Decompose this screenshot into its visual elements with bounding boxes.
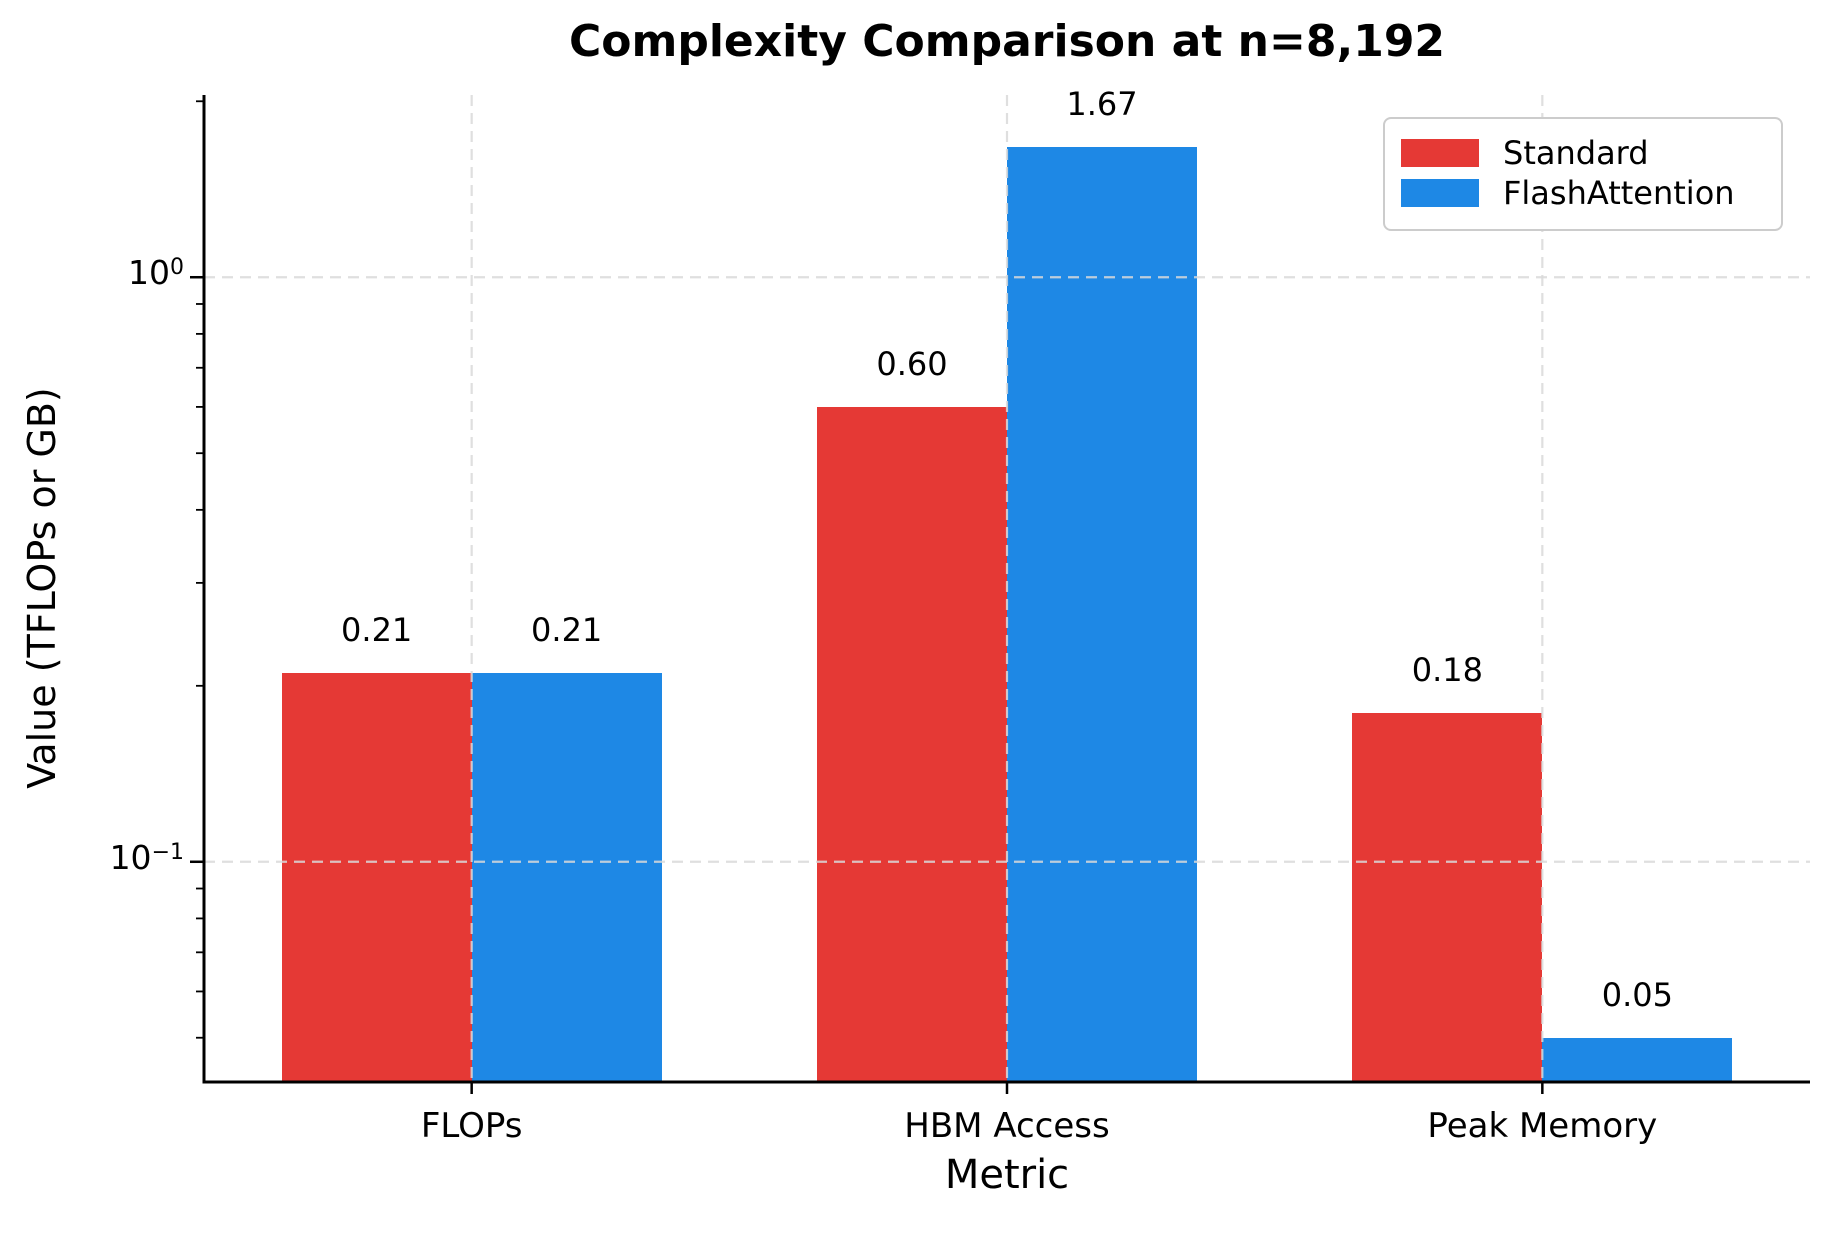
x-axis-label: Metric — [944, 1152, 1070, 1198]
value-label-standard-peak-memory: 0.18 — [1411, 650, 1483, 689]
legend-swatch-standard — [1401, 139, 1479, 167]
y-axis-label: Value (TFLOPs or GB) — [20, 387, 64, 789]
legend-label-standard: Standard — [1503, 134, 1649, 172]
y-tick-label-10e0: 100 — [128, 253, 184, 293]
value-label-standard-hbm-access: 0.60 — [876, 344, 948, 383]
x-tick-label-flops: FLOPs — [420, 1106, 523, 1146]
value-label-flashattention-hbm-access: 1.67 — [1066, 85, 1138, 124]
bar-standard-flops — [281, 673, 472, 1082]
legend: Standard FlashAttention — [1383, 117, 1783, 231]
value-label-standard-flops: 0.21 — [341, 611, 413, 650]
legend-swatch-flashattention — [1401, 179, 1479, 207]
bar-standard-peak-memory — [1352, 712, 1543, 1082]
y-tick-label-10e-1: 10−1 — [109, 837, 184, 877]
bar-flashattention-flops — [471, 673, 662, 1082]
x-tick-label-hbm-access: HBM Access — [904, 1106, 1110, 1146]
legend-label-flashattention: FlashAttention — [1503, 174, 1735, 212]
value-label-flashattention-flops: 0.21 — [531, 611, 603, 650]
x-tick-label-peak-memory: Peak Memory — [1427, 1106, 1658, 1146]
bar-standard-hbm-access — [817, 406, 1007, 1082]
bar-flashattention-peak-memory — [1542, 1037, 1733, 1082]
legend-item-flashattention: FlashAttention — [1401, 175, 1781, 211]
bar-flashattention-hbm-access — [1007, 147, 1197, 1082]
value-label-flashattention-peak-memory: 0.05 — [1601, 975, 1673, 1014]
chart-title: Complexity Comparison at n=8,192 — [568, 16, 1446, 67]
legend-item-standard: Standard — [1401, 135, 1781, 171]
